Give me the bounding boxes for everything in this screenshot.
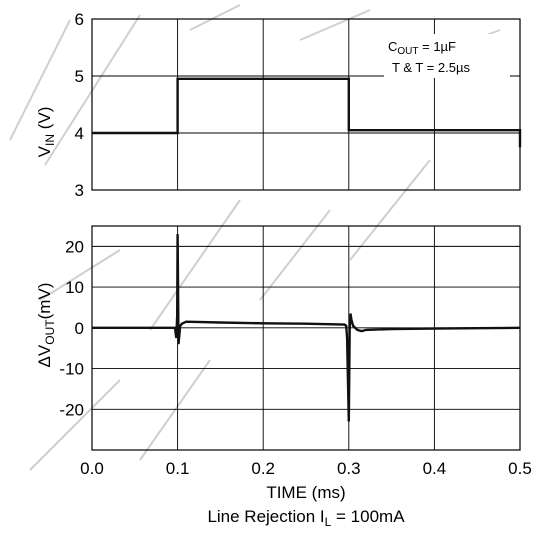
vout-y-tick-label: 0 (75, 319, 84, 338)
x-tick-label: 0.4 (423, 459, 447, 478)
condition-annotation: COUT = 1µF T & T = 2.5µs (384, 34, 510, 78)
x-tick-label: 0.3 (337, 459, 361, 478)
x-tick-label: 0.0 (80, 459, 104, 478)
vin-y-tick-label: 5 (75, 67, 84, 86)
x-axis-title: TIME (ms) (266, 483, 345, 502)
vin-y-tick-label: 6 (75, 10, 84, 29)
x-tick-label: 0.5 (508, 459, 532, 478)
grid (91, 18, 521, 451)
x-tick-label: 0.1 (166, 459, 190, 478)
vout-plot-frame (91, 225, 521, 451)
vout-y-tick-label: 20 (65, 237, 84, 256)
vin-y-tick-label: 3 (75, 181, 84, 200)
vin-trace (92, 77, 522, 148)
tick-labels: 3 4 5 6 -20 -10 0 10 20 0.0 0.1 0.2 0.3 0.4 0.5 (59, 10, 531, 478)
vin-axis-label: VIN (V) (35, 107, 57, 158)
x-tick-label: 0.2 (251, 459, 275, 478)
chart-caption: Line Rejection IL = 100mA (207, 507, 405, 529)
vin-y-tick-label: 4 (75, 124, 84, 143)
rise-fall-annotation: T & T = 2.5µs (392, 60, 470, 75)
cout-annotation: COUT = 1µF (388, 39, 456, 57)
vout-y-tick-label: -20 (59, 400, 84, 419)
vout-axis-label: ΔVOUT(mV) (35, 283, 57, 368)
vout-trace (92, 234, 521, 422)
vout-y-tick-label: -10 (59, 360, 84, 379)
traces (92, 77, 522, 422)
vout-y-tick-label: 10 (65, 278, 84, 297)
